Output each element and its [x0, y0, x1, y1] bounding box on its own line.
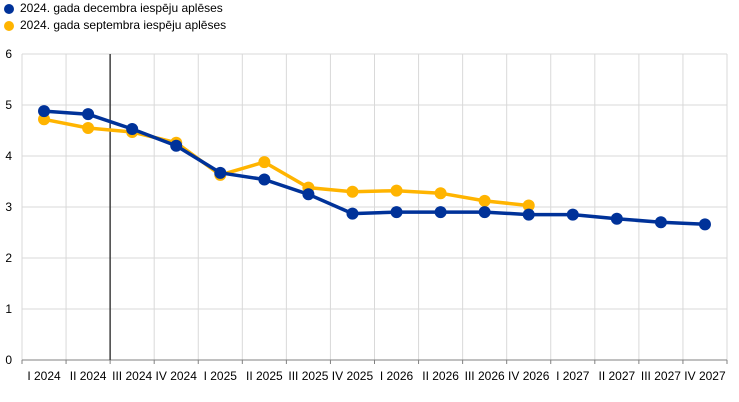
legend-item-september: 2024. gada septembra iespēju aplēses [4, 17, 226, 34]
series-0-point-9 [434, 206, 447, 219]
series-0-point-12 [566, 208, 579, 221]
legend-marker-september [4, 20, 14, 31]
series-0-point-5 [258, 173, 271, 186]
y-tick-label-3: 3 [5, 200, 12, 214]
x-tick-label-2: III 2024 [112, 369, 152, 383]
series-1-point-11 [522, 199, 535, 212]
x-tick-label-1: II 2024 [70, 369, 107, 383]
x-tick-label-14: III 2027 [641, 369, 681, 383]
y-tick-label-6: 6 [5, 47, 12, 61]
series-0-point-10 [478, 206, 491, 219]
x-tick-label-12: I 2027 [556, 369, 590, 383]
series-1-point-1 [82, 121, 95, 134]
series-1-point-8 [390, 184, 403, 197]
y-tick-label-1: 1 [5, 302, 12, 316]
x-tick-label-0: I 2024 [27, 369, 61, 383]
series-0-point-2 [126, 122, 139, 135]
series-0-point-4 [214, 166, 227, 179]
legend-label-december: 2024. gada decembra iespēju aplēses [20, 1, 223, 15]
series-1-point-10 [478, 194, 491, 207]
series-line-0 [43, 109, 706, 227]
legend-item-december: 2024. gada decembra iespēju aplēses [4, 0, 226, 17]
series-0-point-13 [610, 212, 623, 225]
legend-marker-december [4, 3, 14, 14]
x-tick-label-5: II 2025 [246, 369, 283, 383]
series-0-point-11 [522, 208, 535, 221]
series-0-point-8 [390, 206, 403, 219]
series-0-point-7 [346, 207, 359, 220]
y-tick-label-4: 4 [5, 149, 12, 163]
series-0-point-6 [302, 188, 315, 201]
series-0-point-1 [82, 108, 95, 121]
x-tick-label-9: II 2026 [422, 369, 459, 383]
series-line-1 [43, 117, 529, 208]
y-tick-label-0: 0 [5, 353, 12, 367]
series-1-point-9 [434, 187, 447, 200]
x-tick-label-3: IV 2024 [156, 369, 198, 383]
x-tick-label-8: I 2026 [380, 369, 414, 383]
series-1-point-7 [346, 185, 359, 198]
x-tick-label-13: II 2027 [598, 369, 635, 383]
x-tick-label-7: IV 2025 [332, 369, 374, 383]
x-tick-label-10: III 2026 [465, 369, 505, 383]
series-1-point-5 [258, 156, 271, 169]
series-0-point-15 [698, 218, 711, 231]
series-0-point-14 [654, 216, 667, 229]
legend-label-september: 2024. gada septembra iespēju aplēses [20, 18, 227, 32]
legend: 2024. gada decembra iespēju aplēses 2024… [4, 0, 226, 34]
series-0-point-0 [38, 105, 51, 118]
series-0-point-3 [170, 139, 183, 152]
x-tick-label-4: I 2025 [204, 369, 238, 383]
x-tick-label-6: III 2025 [288, 369, 328, 383]
x-tick-label-15: IV 2027 [684, 369, 726, 383]
x-tick-label-11: IV 2026 [508, 369, 550, 383]
y-tick-label-2: 2 [5, 251, 12, 265]
y-tick-label-5: 5 [5, 98, 12, 112]
